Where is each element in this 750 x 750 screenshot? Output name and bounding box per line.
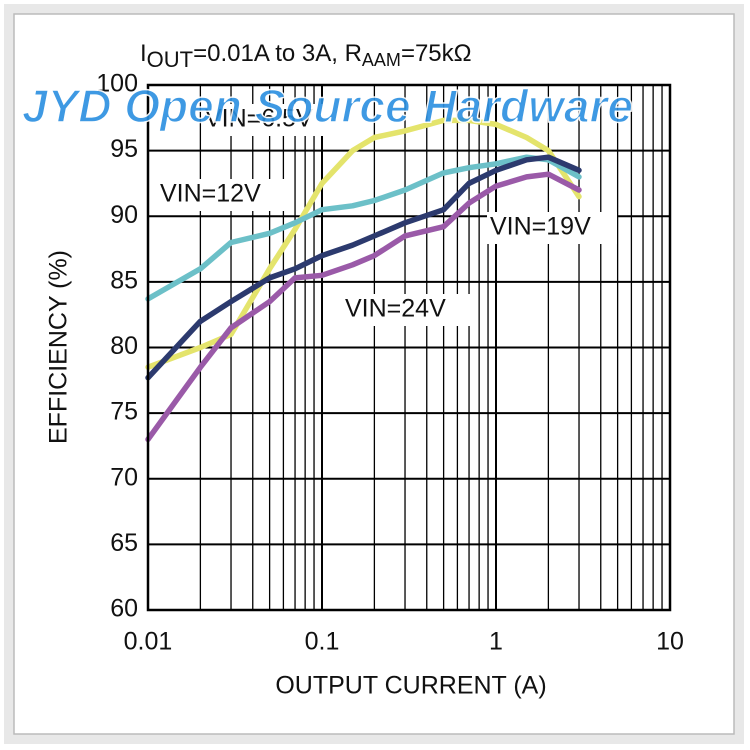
title-part: =0.01A to 3A, R: [193, 40, 362, 67]
series-label: VIN=6.5V: [205, 105, 313, 133]
title-subscript: OUT: [147, 47, 193, 72]
chart-title: IOUT=0.01A to 3A, RAAM=75kΩ: [140, 40, 472, 71]
x-tick-label: 1: [489, 628, 503, 656]
series-label: VIN=24V: [345, 295, 446, 323]
series-label-bg: [487, 212, 617, 244]
y-tick-label: 100: [96, 70, 138, 98]
x-tick-label: 0.01: [124, 628, 173, 656]
y-tick-label: 95: [110, 135, 138, 163]
y-axis-label: EFFICIENCY (%): [45, 250, 73, 444]
y-tick-label: 75: [110, 398, 138, 426]
y-tick-label: 70: [110, 463, 138, 491]
series-line: [145, 154, 582, 381]
series-line: [145, 117, 582, 370]
series-label: VIN=12V: [160, 180, 261, 208]
series-line: [145, 171, 582, 443]
y-tick-label: 85: [110, 266, 138, 294]
x-tick-label: 0.1: [305, 628, 340, 656]
y-tick-label: 65: [110, 529, 138, 557]
series-label-bg: [342, 294, 472, 326]
plot-area: 0.01 0.1 1 10 60 65 70 75 80 85 90 95 100 VIN=6.5V VIN…: [96, 70, 684, 656]
x-tick-label: 10: [656, 628, 684, 656]
series-label-bg: [157, 179, 287, 211]
title-subscript: AAM: [362, 50, 401, 70]
title-part: =75kΩ: [401, 40, 472, 67]
plot-border: [146, 83, 672, 612]
series-label-bg: [202, 104, 332, 136]
y-tick-label: 90: [110, 201, 138, 229]
x-axis-label: OUTPUT CURRENT (A): [275, 672, 546, 700]
y-tick-label: 60: [110, 595, 138, 623]
watermark: JYD Open Source Hardware: [22, 80, 633, 132]
title-part: I: [140, 40, 147, 67]
series-label: VIN=19V: [490, 213, 591, 241]
y-tick-label: 80: [110, 332, 138, 360]
series-line: [145, 154, 582, 302]
